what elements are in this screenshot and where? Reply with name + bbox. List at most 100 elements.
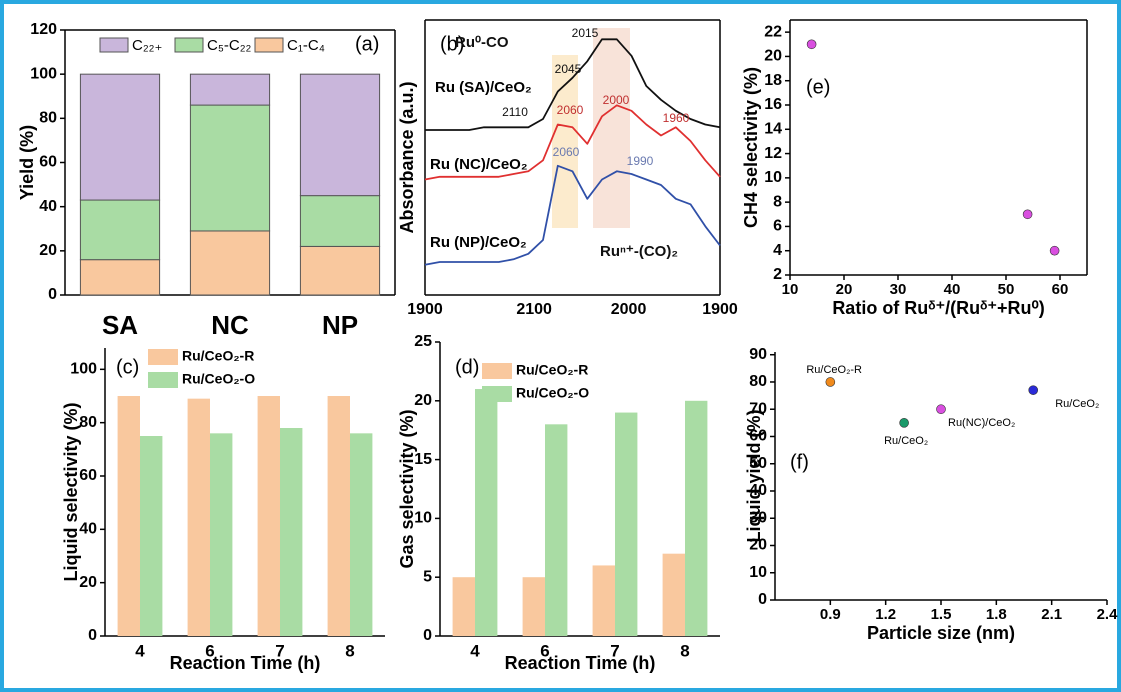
- bar: [187, 398, 210, 636]
- y-tick-label: 60: [749, 428, 767, 445]
- point-label: Ru/CeO₂: [1055, 398, 1099, 410]
- y-tick-label: 25: [414, 333, 432, 350]
- point: [936, 404, 946, 415]
- bar-segment: [299, 245, 381, 296]
- series-label: Ru (SA)/CeO₂: [435, 79, 532, 96]
- y-tick-label: 70: [749, 400, 767, 417]
- y-tick-label: 0: [758, 591, 767, 608]
- x-tick-label: 0.9: [820, 606, 841, 623]
- y-tick-label: 22: [764, 23, 782, 40]
- x-tick-label: 2100: [516, 301, 552, 318]
- y-tick-label: 16: [764, 96, 782, 113]
- annotation: 1960: [663, 111, 690, 125]
- bar: [117, 396, 140, 636]
- bar-segment: [189, 104, 271, 232]
- y-tick-label: 14: [764, 121, 782, 138]
- bar: [257, 396, 280, 636]
- legend-label: Ru/CeO₂-O: [516, 385, 589, 401]
- panel-label: (b): [440, 33, 464, 55]
- bar: [545, 424, 568, 636]
- y-tick-label: 0: [423, 627, 432, 644]
- y-tick-label: 10: [764, 169, 782, 186]
- legend-swatch: [482, 386, 512, 402]
- x-axis-label: Ratio of Ruᵟ⁺/(Ruᵟ⁺+Ru⁰): [832, 298, 1044, 318]
- bar: [615, 412, 638, 636]
- y-tick-label: 80: [39, 110, 57, 127]
- bar: [210, 433, 233, 636]
- y-tick-label: 90: [749, 346, 767, 363]
- point: [899, 418, 909, 428]
- shaded-band: [593, 28, 630, 228]
- y-tick-label: 18: [764, 72, 782, 89]
- x-tick-label: 7: [275, 641, 284, 660]
- y-tick-label: 20: [79, 574, 97, 591]
- point: [1028, 385, 1039, 395]
- annotation: Ru⁰-CO: [455, 34, 509, 51]
- x-tick-label: SA: [102, 310, 138, 340]
- x-tick-label: 8: [680, 641, 689, 660]
- panel-label: (a): [355, 33, 379, 55]
- bar-segment: [189, 73, 271, 106]
- legend-swatch: [148, 349, 178, 365]
- point-label: Ru/CeO₂: [884, 435, 928, 447]
- y-tick-label: 60: [39, 154, 57, 171]
- point-label: Ru/CeO₂-R: [806, 364, 862, 376]
- y-tick-label: 50: [749, 455, 767, 472]
- annotation: 2060: [553, 145, 580, 159]
- spectrum-line: [424, 104, 721, 181]
- annotation: 2000: [603, 93, 630, 107]
- point: [1049, 245, 1060, 256]
- x-axis-label: Reaction Time (h): [170, 653, 321, 673]
- legend-swatch: [174, 37, 204, 53]
- legend-label: Ru/CeO₂-R: [182, 348, 254, 364]
- series-label: Ru (NP)/CeO₂: [430, 234, 527, 251]
- y-axis-label: Liquid selectivity (%): [61, 402, 81, 581]
- bar-segment: [79, 73, 161, 201]
- bar: [350, 433, 373, 636]
- bar-segment: [299, 73, 381, 197]
- x-tick-label: 1.8: [986, 606, 1007, 623]
- y-tick-label: 2: [773, 266, 782, 283]
- point: [1022, 209, 1033, 220]
- x-tick-label: 60: [1052, 281, 1069, 298]
- y-tick-label: 15: [414, 451, 432, 468]
- y-tick-label: 80: [79, 414, 97, 431]
- bar: [662, 553, 685, 636]
- y-tick-label: 20: [414, 392, 432, 409]
- spectrum-line: [425, 38, 721, 131]
- legend-swatch: [148, 372, 178, 388]
- bar: [592, 565, 615, 636]
- annotation: 1990: [627, 154, 654, 168]
- legend-swatch: [482, 363, 512, 379]
- x-tick-label: 20: [836, 281, 853, 298]
- x-tick-label: 1.2: [875, 606, 896, 623]
- y-tick-label: 40: [749, 482, 767, 499]
- y-tick-label: 12: [764, 145, 782, 162]
- legend-swatch: [99, 37, 129, 53]
- point: [825, 377, 836, 387]
- bar-segment: [79, 199, 161, 261]
- bar: [140, 436, 163, 636]
- panel-label: (d): [455, 356, 479, 378]
- bar-segment: [189, 230, 271, 296]
- y-tick-label: 60: [79, 467, 97, 484]
- x-tick-label: 2.4: [1097, 606, 1119, 623]
- y-tick-label: 10: [414, 510, 432, 527]
- y-tick-label: 4: [773, 242, 782, 259]
- annotation: 2110: [502, 105, 528, 119]
- x-tick-label: 40: [944, 281, 961, 298]
- legend-label: C₁-C₄: [287, 37, 325, 54]
- bar: [685, 400, 708, 636]
- panel-label: (e): [806, 76, 830, 98]
- x-tick-label: 1900: [407, 301, 443, 318]
- y-tick-label: 20: [749, 537, 767, 554]
- y-tick-label: 40: [79, 521, 97, 538]
- x-tick-label: 2.1: [1041, 606, 1062, 623]
- bar: [280, 428, 303, 636]
- legend-label: C₂₂₊: [132, 37, 162, 54]
- series-label: Ru (NC)/CeO₂: [430, 156, 528, 173]
- annotation: 2060: [557, 103, 584, 117]
- y-tick-label: 80: [749, 373, 767, 390]
- x-tick-label: 30: [890, 281, 907, 298]
- y-axis-label: Liquid yield (%): [744, 409, 764, 542]
